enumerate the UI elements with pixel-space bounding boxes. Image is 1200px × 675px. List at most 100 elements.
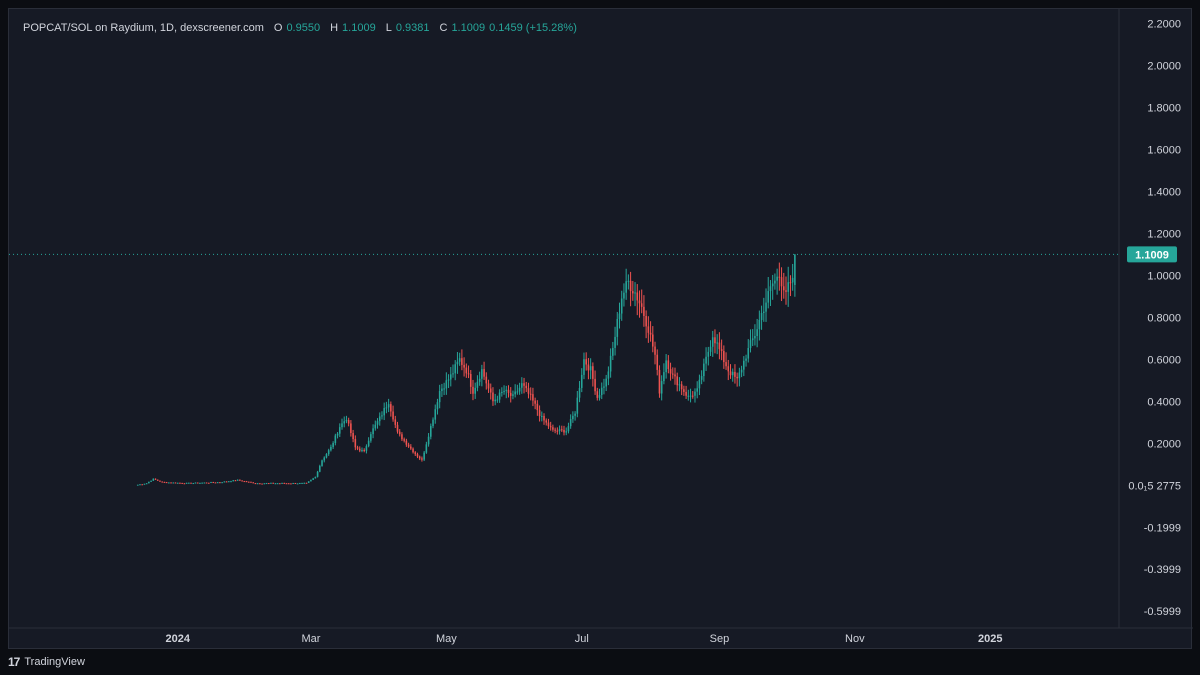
candle-body <box>354 439 357 448</box>
candle-body <box>190 482 192 484</box>
candle-body <box>625 281 627 293</box>
candle-body <box>168 482 170 484</box>
candle-body <box>558 429 561 431</box>
candle-body <box>527 388 530 394</box>
candle-body <box>301 482 303 484</box>
candle-body <box>583 359 585 375</box>
price-tick-label: 1.2000 <box>1147 229 1181 241</box>
candle-body <box>463 364 465 368</box>
tradingview-branding[interactable]: 17 TradingView <box>8 655 85 669</box>
candle-body <box>327 450 330 455</box>
candle-body <box>700 376 703 380</box>
price-tick-label: 1.6000 <box>1147 145 1181 157</box>
candle-body <box>321 460 323 466</box>
candle-body <box>740 369 743 373</box>
candle-body <box>247 481 250 483</box>
candle-body <box>143 483 146 485</box>
candle-body <box>569 419 572 427</box>
candle-body <box>438 391 441 403</box>
candle-body <box>563 429 565 433</box>
candle-body <box>447 379 450 381</box>
candle-body <box>638 300 641 304</box>
symbol-legend: POPCAT/SOL on Raydium, 1D, dexscreener.c… <box>23 22 577 34</box>
candle-body <box>769 286 772 292</box>
candle-body <box>350 423 352 434</box>
candle-body <box>314 476 317 479</box>
candle-body <box>410 446 412 449</box>
candle-body <box>194 482 197 484</box>
candle-body <box>161 481 163 483</box>
candle-body <box>263 483 266 485</box>
candle-body <box>658 369 661 394</box>
candle-body <box>292 483 294 485</box>
price-tick-label: 1.8000 <box>1147 103 1181 115</box>
candle-body <box>425 444 428 453</box>
candle-body <box>729 371 732 376</box>
candle-body <box>319 465 321 472</box>
symbol-title[interactable]: POPCAT/SOL on Raydium, 1D, dexscreener.c… <box>23 22 264 34</box>
candle-body <box>723 350 725 363</box>
candle-body <box>671 373 674 375</box>
candle-body <box>592 366 594 379</box>
candle-body <box>554 429 556 431</box>
candle-body <box>576 397 579 414</box>
candle-body <box>778 276 781 278</box>
candle-body <box>494 399 496 402</box>
candle-body <box>789 282 792 284</box>
candle-body <box>514 391 516 395</box>
candle-body <box>736 376 738 379</box>
open-value: 0.9550 <box>286 22 321 34</box>
price-tick-label: 0.4000 <box>1147 396 1181 408</box>
price-tick-label: 0.6000 <box>1147 354 1181 366</box>
candle-body <box>374 424 377 429</box>
candle-body <box>627 280 630 282</box>
candle-body <box>469 374 472 387</box>
candle-body <box>279 483 281 485</box>
price-axis[interactable]: 2.2000 2.0000 1.8000 1.6000 1.4000 1.2000 1.00… <box>1118 9 1181 628</box>
candle-body <box>645 315 647 327</box>
candle-body <box>674 374 676 377</box>
time-axis[interactable]: 2024 Mar May Jul Sep Nov 2025 <box>9 627 1193 645</box>
candle-body <box>254 483 257 485</box>
candle-body <box>421 458 423 460</box>
tradingview-brand-text: TradingView <box>24 656 85 668</box>
candle-body <box>405 440 408 445</box>
candle-body <box>341 423 343 428</box>
candle-body <box>316 471 319 477</box>
candle-body <box>711 337 714 347</box>
candle-body <box>276 483 279 485</box>
candle-body <box>201 482 203 484</box>
candle-body <box>714 337 716 344</box>
candle-body <box>516 391 519 393</box>
candle-body <box>694 391 696 396</box>
candle-body <box>634 292 636 294</box>
candle-body <box>614 336 616 348</box>
candle-body <box>216 482 219 484</box>
candle-body <box>208 482 210 484</box>
candle-body <box>232 480 235 482</box>
candlestick-chart[interactable]: 2.2000 2.0000 1.8000 1.6000 1.4000 1.2000 1.00… <box>9 9 1193 650</box>
price-tick-label: 0.8000 <box>1147 312 1181 324</box>
candle-body <box>483 369 485 377</box>
candle-body <box>310 479 312 482</box>
candle-body <box>148 481 150 484</box>
candle-body <box>407 444 410 447</box>
candle-body <box>489 388 492 393</box>
candle-body <box>290 483 292 485</box>
candle-body <box>472 386 474 394</box>
candle-body <box>163 481 166 483</box>
candle-body <box>398 431 401 435</box>
candle-body <box>452 373 454 375</box>
candle-body <box>492 392 494 402</box>
candle-body <box>250 481 252 483</box>
candle-body <box>574 413 576 416</box>
candle-body <box>496 399 499 401</box>
candle-body <box>152 478 155 481</box>
candle-body <box>416 454 419 457</box>
candle-body <box>221 482 223 484</box>
price-tick-label: -0.5999 <box>1144 606 1181 618</box>
chart-frame[interactable]: 2.2000 2.0000 1.8000 1.6000 1.4000 1.2000 1.00… <box>8 8 1193 650</box>
time-tick-label: 2024 <box>165 633 190 645</box>
candle-body <box>239 479 241 481</box>
candle-body <box>509 392 512 396</box>
